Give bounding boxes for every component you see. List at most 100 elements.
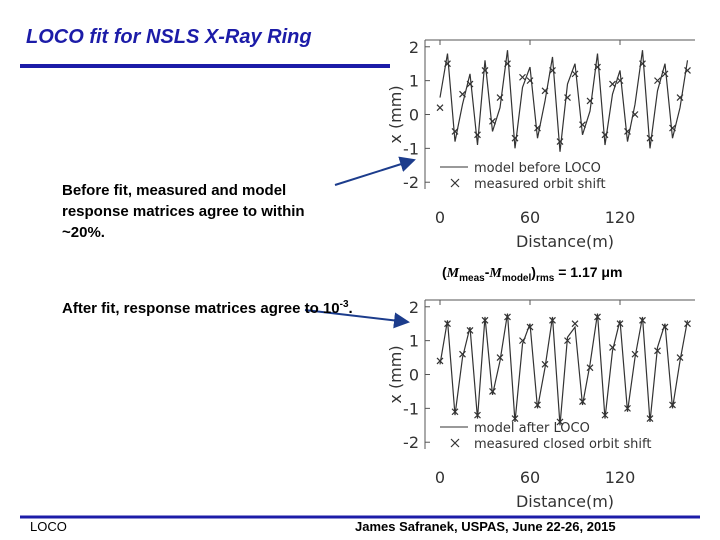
x-tick-label: 0 (435, 468, 445, 487)
x-axis-label: Distance(m) (516, 492, 614, 511)
data-point (579, 121, 586, 129)
data-point (616, 320, 624, 328)
data-point (646, 415, 654, 422)
data-point (519, 73, 526, 81)
footer-left: LOCO (30, 519, 67, 534)
x-tick-label: 120 (605, 468, 636, 487)
y-tick-label: -2 (403, 173, 419, 192)
data-point (496, 354, 504, 361)
footer-right: James Safranek, USPAS, June 22-26, 2015 (355, 519, 616, 534)
data-point (661, 323, 669, 331)
data-point (444, 320, 451, 328)
y-tick-label: 0 (409, 366, 419, 385)
data-point (624, 128, 631, 135)
data-point (444, 60, 451, 68)
text: ) (531, 264, 536, 280)
y-tick-label: 2 (409, 298, 419, 317)
data-point (466, 80, 474, 88)
data-point (519, 337, 526, 345)
data-point (564, 337, 571, 345)
data-point (654, 77, 661, 85)
data-point (669, 401, 676, 409)
data-point (669, 124, 676, 132)
y-tick-label: -1 (403, 399, 419, 418)
data-point (481, 67, 489, 74)
data-point (549, 316, 556, 324)
data-point (556, 418, 564, 426)
data-point (436, 104, 444, 112)
data-point (489, 117, 496, 125)
x-tick-label: 60 (520, 208, 540, 227)
x-tick-label: 120 (605, 208, 636, 227)
data-point (639, 316, 646, 324)
text: M (446, 266, 460, 281)
text: After fit, response matrices agree to 10 (62, 300, 340, 317)
data-point (474, 131, 481, 139)
text: meas (459, 272, 485, 284)
text: . (348, 300, 353, 317)
slide-title: LOCO fit for NSLS X-Ray Ring (26, 26, 312, 48)
data-point (654, 347, 661, 355)
data-point (534, 401, 541, 409)
data-line (439, 50, 689, 152)
data-point (526, 323, 534, 331)
data-point (459, 90, 466, 98)
y-axis-label: x (mm) (386, 85, 405, 143)
y-tick-label: -1 (403, 139, 419, 158)
y-tick-label: 1 (409, 332, 419, 351)
data-point (661, 70, 669, 78)
data-point (526, 77, 534, 85)
data-point (609, 80, 616, 88)
arrow (304, 309, 410, 329)
legend-label: model after LOCO (474, 421, 590, 436)
rms-note: (Mmeas-Mmodel)rms = 1.17 μm (442, 264, 622, 284)
data-point (481, 316, 489, 324)
data-point (489, 388, 496, 395)
y-tick-label: 2 (409, 38, 419, 57)
data-point (549, 67, 556, 74)
x-tick-label: 0 (435, 208, 445, 227)
x-tick-label: 60 (520, 468, 540, 487)
data-point (624, 404, 631, 412)
data-point (601, 131, 609, 139)
data-point (609, 343, 616, 351)
data-point (534, 124, 541, 132)
data-line (439, 313, 689, 426)
data-point (579, 398, 586, 406)
legend-label: model before LOCO (474, 161, 601, 176)
note: After fit, response matrices agree to 10… (62, 294, 362, 319)
text: ( (442, 264, 447, 280)
data-point (676, 354, 684, 361)
legend-marker (450, 178, 460, 188)
data-point (504, 60, 511, 68)
text: model (501, 272, 532, 284)
data-point (436, 357, 444, 365)
data-point (541, 87, 549, 95)
data-point (496, 94, 504, 101)
text: rms (535, 272, 555, 284)
data-point (639, 60, 646, 68)
data-point (556, 138, 564, 146)
y-tick-label: 0 (409, 106, 419, 125)
text: = 1.17 μm (554, 264, 623, 280)
text: - (484, 264, 490, 280)
data-point (586, 364, 594, 372)
data-point (474, 411, 481, 419)
data-point (511, 134, 519, 142)
data-point (631, 111, 639, 118)
data-point (646, 134, 654, 142)
data-point (459, 350, 466, 358)
legend-label: measured orbit shift (474, 177, 606, 192)
note: Before fit, measured and model response … (62, 182, 305, 241)
y-tick-label: -2 (403, 433, 419, 452)
text: -3 (339, 299, 349, 310)
data-point (571, 320, 579, 328)
data-point (684, 320, 691, 328)
x-axis-label: Distance(m) (516, 232, 614, 251)
text: M (489, 266, 502, 281)
data-point (571, 70, 579, 78)
data-point (564, 94, 571, 101)
data-point (684, 67, 691, 74)
